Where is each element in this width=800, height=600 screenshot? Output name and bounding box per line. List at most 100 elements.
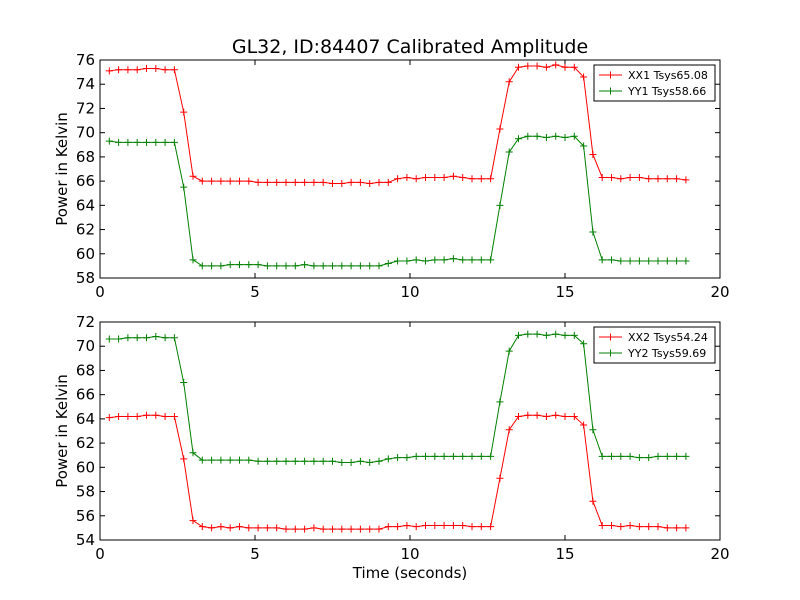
- data-point: [477, 523, 485, 531]
- data-point: [236, 261, 243, 269]
- data-point: [412, 523, 420, 531]
- data-point: [431, 452, 439, 460]
- data-point: [170, 334, 178, 342]
- data-point: [105, 137, 113, 145]
- data-point: [505, 78, 513, 86]
- data-point: [329, 457, 336, 465]
- data-point: [487, 452, 495, 460]
- y-tick-label: 76: [76, 51, 95, 69]
- legend: XX2 Tsys54.24 YY2 Tsys59.69: [593, 326, 716, 364]
- data-point: [161, 138, 169, 146]
- data-point: [403, 454, 411, 462]
- data-point: [217, 262, 225, 270]
- data-point: [654, 523, 662, 531]
- data-point: [598, 256, 606, 264]
- legend-marker: [607, 333, 614, 341]
- data-point: [115, 412, 123, 420]
- data-point: [291, 525, 299, 533]
- data-point: [440, 452, 448, 460]
- data-point: [422, 521, 429, 529]
- data-point: [254, 261, 262, 269]
- data-point: [189, 449, 197, 457]
- data-point: [673, 452, 681, 460]
- data-point: [366, 180, 374, 188]
- data-point: [449, 172, 457, 180]
- legend-label: YY1 Tsys58.66: [627, 85, 706, 98]
- data-point: [180, 183, 188, 191]
- data-point: [301, 261, 309, 269]
- data-point: [263, 524, 271, 532]
- data-point: [682, 257, 690, 265]
- data-point: [561, 63, 569, 71]
- data-point: [496, 201, 504, 209]
- data-point: [515, 412, 522, 420]
- data-point: [487, 523, 495, 531]
- data-point: [133, 138, 141, 146]
- y-tick-label: 58: [76, 483, 95, 501]
- series-yy1: [105, 132, 690, 270]
- data-point: [542, 134, 550, 142]
- legend-box: [593, 326, 716, 364]
- data-point: [682, 452, 690, 460]
- data-point: [422, 452, 429, 460]
- data-point: [524, 62, 532, 70]
- y-axis-label: Power in Kelvin: [53, 374, 71, 488]
- data-point: [329, 525, 336, 533]
- data-point: [533, 132, 541, 140]
- data-point: [319, 262, 327, 270]
- data-point: [375, 525, 383, 533]
- data-point: [552, 61, 560, 69]
- y-tick-label: 70: [76, 337, 95, 355]
- data-point: [422, 257, 429, 265]
- data-point: [515, 135, 522, 143]
- data-point: [645, 454, 653, 462]
- data-point: [319, 457, 327, 465]
- data-point: [635, 257, 643, 265]
- data-point: [124, 138, 132, 146]
- data-point: [366, 525, 374, 533]
- data-point: [496, 474, 504, 482]
- data-point: [589, 150, 597, 158]
- data-point: [347, 178, 355, 186]
- data-point: [152, 333, 160, 341]
- x-tick-label: 0: [95, 283, 105, 301]
- data-point: [608, 452, 615, 460]
- data-point: [263, 178, 271, 186]
- data-point: [580, 73, 588, 81]
- data-point: [384, 259, 392, 267]
- data-point: [561, 331, 569, 339]
- y-tick-label: 64: [76, 410, 95, 428]
- data-point: [487, 175, 495, 183]
- data-point: [542, 63, 550, 71]
- y-tick-label: 56: [76, 507, 95, 525]
- data-point: [580, 142, 588, 150]
- data-point: [589, 228, 597, 236]
- legend-marker: [607, 71, 614, 79]
- data-point: [180, 455, 188, 463]
- data-point: [263, 262, 271, 270]
- data-point: [198, 456, 206, 464]
- data-point: [375, 178, 383, 186]
- data-point: [170, 138, 178, 146]
- data-point: [645, 175, 653, 183]
- data-point: [282, 457, 290, 465]
- y-tick-label: 66: [76, 172, 95, 190]
- data-point: [338, 262, 346, 270]
- legend-marker: [607, 87, 614, 95]
- data-point: [459, 521, 467, 529]
- data-point: [663, 524, 671, 532]
- y-tick-label: 62: [76, 434, 95, 452]
- data-point: [245, 177, 253, 185]
- data-point: [412, 256, 420, 264]
- data-point: [626, 521, 634, 529]
- data-point: [291, 178, 299, 186]
- data-point: [217, 177, 225, 185]
- data-point: [338, 458, 346, 466]
- data-point: [282, 525, 290, 533]
- data-point: [617, 523, 625, 531]
- data-point: [552, 411, 560, 419]
- data-point: [338, 525, 346, 533]
- data-point: [459, 256, 467, 264]
- data-point: [115, 335, 123, 343]
- data-point: [468, 452, 476, 460]
